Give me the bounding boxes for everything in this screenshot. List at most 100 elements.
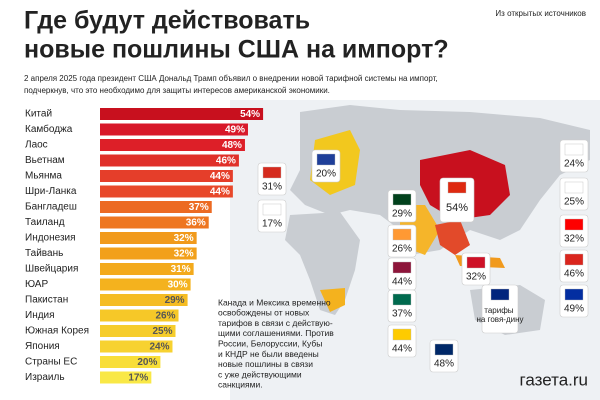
value-label: 20% — [137, 357, 157, 368]
value-label: 49% — [225, 125, 245, 136]
note: санкциями. — [218, 380, 263, 390]
callout-label: 44% — [392, 277, 412, 288]
flag — [564, 288, 584, 301]
note: тарифов в связи с действую- — [218, 318, 333, 328]
note: Канада и Мексика временно — [218, 297, 331, 307]
value-label: 30% — [168, 280, 188, 291]
callout-label: 37% — [392, 309, 412, 320]
category-label: Южная Корея — [25, 326, 89, 337]
category-label: ЮАР — [25, 279, 48, 290]
category-label: Лаос — [25, 140, 48, 151]
value-label: 29% — [165, 295, 185, 306]
bar — [100, 325, 176, 337]
callout-label: 25% — [564, 197, 584, 208]
value-label: 36% — [186, 218, 206, 229]
callout-label: 54% — [446, 202, 468, 214]
callout-label: 32% — [466, 272, 486, 283]
flag — [564, 218, 584, 231]
note: новые пошлины в связи — [218, 359, 313, 369]
category-label: Вьетнам — [25, 155, 65, 166]
category-label: Индия — [25, 310, 55, 321]
title: Где будут действовать — [24, 7, 310, 35]
flag — [466, 256, 486, 269]
category-label: Камбоджа — [25, 123, 73, 135]
value-label: 37% — [189, 202, 209, 213]
category-label: Швейцария — [25, 264, 78, 275]
bar — [100, 170, 233, 182]
flag — [392, 328, 412, 341]
bar — [100, 216, 209, 229]
value-label: 17% — [128, 373, 148, 384]
title: новые пошлины США на импорт? — [24, 36, 449, 64]
value-label: 44% — [210, 171, 230, 182]
se-asia — [435, 220, 470, 255]
flag — [262, 203, 282, 216]
bar — [100, 154, 239, 167]
category-label: Тайвань — [25, 248, 63, 259]
callout-label: 48% — [434, 359, 454, 370]
bar — [100, 340, 173, 353]
callout-label: 49% — [564, 304, 584, 315]
category-label: Пакистан — [25, 295, 68, 306]
note: щими соглашениями. Против — [218, 328, 334, 338]
bar — [100, 309, 179, 322]
value-label: 54% — [240, 109, 260, 120]
category-label: Япония — [25, 341, 60, 352]
callout-label: 20% — [316, 169, 336, 180]
flag — [392, 293, 412, 306]
bar — [100, 278, 191, 291]
bar — [100, 294, 188, 306]
bar — [100, 108, 264, 120]
callout-label: 17% — [262, 219, 282, 230]
bar — [100, 356, 161, 368]
callout-label: 31% — [262, 182, 282, 193]
category-label: Мьянма — [25, 171, 62, 182]
logo: газета.ru — [520, 370, 588, 389]
value-label: 24% — [149, 342, 169, 353]
flag — [316, 153, 336, 166]
bar — [100, 247, 197, 260]
bar — [100, 123, 248, 136]
callout-label: 24% — [564, 159, 584, 170]
callout-label: 44% — [392, 344, 412, 355]
subtitle: подчеркнув, что это необходимо для защит… — [24, 86, 330, 95]
flag — [564, 143, 584, 156]
bar — [100, 139, 245, 151]
callout-label: тарифы на говя-дину — [477, 306, 524, 324]
callout-label: 32% — [564, 234, 584, 245]
callout-label: 46% — [564, 269, 584, 280]
category-label: Китай — [25, 109, 52, 120]
category-label: Страны ЕС — [25, 357, 77, 368]
bar — [100, 232, 197, 244]
flag — [564, 181, 584, 194]
subtitle: 2 апреля 2025 года президент США Дональд… — [24, 74, 438, 83]
callout-label: 26% — [392, 244, 412, 255]
source: Из открытых источников — [495, 9, 586, 18]
flag — [392, 261, 412, 274]
value-label: 32% — [174, 233, 194, 244]
flag — [564, 253, 584, 266]
flag — [392, 193, 412, 206]
note: освобождены от новых — [218, 308, 310, 318]
category-label: Индонезия — [25, 233, 76, 244]
south-africa — [320, 288, 345, 312]
flag — [262, 166, 282, 179]
bar — [100, 263, 194, 275]
bar — [100, 185, 233, 198]
value-label: 25% — [152, 326, 172, 337]
flag — [447, 181, 467, 194]
value-label: 44% — [210, 187, 230, 198]
category-label: Израиль — [25, 372, 65, 383]
flag — [392, 228, 412, 241]
value-label: 46% — [216, 156, 236, 167]
category-label: Таиланд — [25, 217, 65, 228]
note: с уже действующими — [218, 369, 302, 379]
bar — [100, 201, 212, 213]
bar — [100, 371, 152, 384]
callout-label: 29% — [392, 209, 412, 220]
note: России, Белоруссии, Кубы — [218, 338, 322, 348]
flag — [434, 343, 454, 356]
category-label: Шри-Ланка — [25, 186, 77, 197]
category-label: Бангладеш — [25, 202, 77, 213]
